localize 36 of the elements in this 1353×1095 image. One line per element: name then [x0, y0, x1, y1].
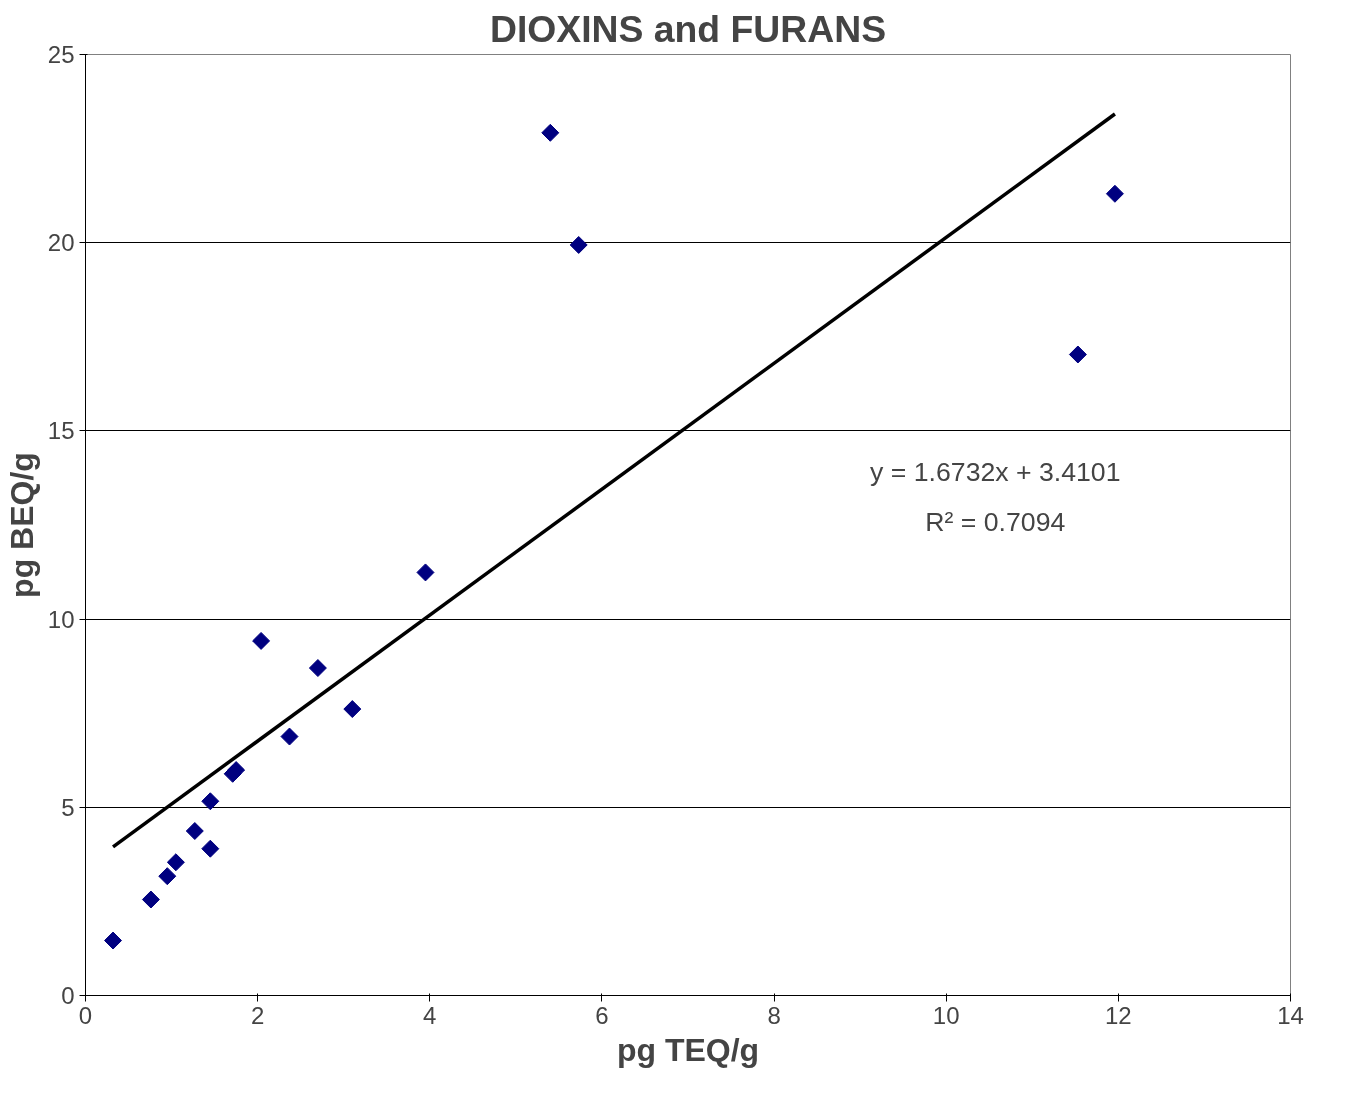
point: [280, 727, 299, 746]
point: [104, 931, 123, 950]
y-tick-label: 10: [47, 605, 75, 633]
y-tick-label: 5: [61, 793, 75, 821]
point: [185, 822, 204, 840]
y-tick-label: 25: [47, 41, 75, 68]
x-tick-label: 0: [78, 1001, 93, 1029]
point: [343, 700, 362, 719]
x-tick-label: 14: [1277, 1001, 1304, 1029]
x-tick-label: 10: [932, 1001, 960, 1029]
point: [227, 761, 246, 780]
point: [141, 890, 160, 909]
y-tick-label: 15: [47, 417, 75, 445]
y-axis-title: pg BEQ/g: [3, 452, 40, 598]
x-tick-label: 6: [595, 1001, 609, 1029]
point: [166, 853, 185, 872]
point: [1068, 345, 1087, 364]
y-tick-label: 20: [47, 229, 75, 257]
x-tick-label: 2: [250, 1001, 265, 1029]
point: [201, 792, 220, 811]
point: [569, 235, 588, 254]
point: [1105, 184, 1124, 203]
point: [252, 631, 271, 650]
chart-title: DIOXINS and FURANS: [489, 7, 887, 50]
point: [308, 659, 327, 678]
y-tick-label: 0: [61, 982, 75, 1009]
point: [158, 867, 177, 886]
annotation: y = 1.6732x + 3.4101: [870, 457, 1121, 488]
point: [541, 123, 560, 142]
x-tick-label: 4: [423, 1001, 437, 1029]
x-tick-label: 12: [1105, 1001, 1132, 1029]
annotation: R² = 0.7094: [925, 507, 1066, 538]
x-tick-label: 8: [767, 1001, 781, 1029]
x-axis-title: pg TEQ/g: [616, 1031, 760, 1068]
point: [416, 563, 435, 582]
point: [201, 839, 220, 858]
